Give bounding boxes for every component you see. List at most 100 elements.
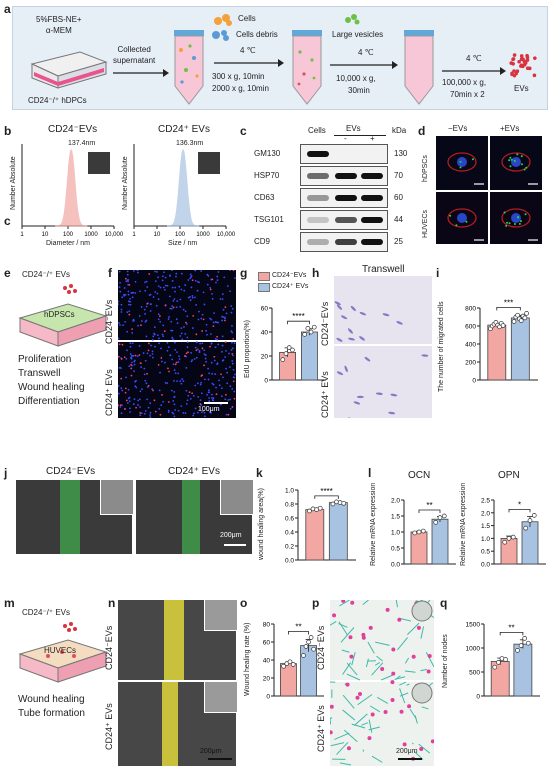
spin-3: 10,000 x g,	[336, 74, 376, 83]
nucleus-dot	[139, 414, 142, 417]
edu-dot	[152, 389, 154, 392]
nucleus-dot	[185, 389, 188, 392]
nucleus-dot	[149, 310, 152, 312]
nucleus-dot	[206, 394, 208, 396]
significance-label: ****	[292, 312, 304, 321]
y-tick-label: 0	[264, 378, 268, 385]
nucleus-dot	[167, 409, 170, 412]
nucleus-dot	[124, 321, 127, 323]
y-tick-label: 2.5	[481, 498, 490, 505]
cells-source-label: CD24⁻/⁺ hDPCs	[28, 96, 87, 105]
nucleus-dot	[180, 272, 183, 275]
legend-debris: Cells debris	[236, 30, 278, 39]
nucleus-dot	[122, 324, 124, 327]
edu-dot	[195, 349, 198, 352]
nucleus-dot	[173, 379, 175, 382]
tube-segment	[380, 674, 393, 681]
data-point	[420, 528, 426, 534]
data-point	[496, 660, 501, 665]
drop-icon-2	[63, 622, 77, 632]
nucleus-dot	[200, 392, 203, 395]
spin-2: 2000 x g, 10min	[212, 84, 269, 93]
tube-segment	[421, 706, 429, 710]
significance-label: *	[518, 500, 521, 509]
d-row1: hDPSCs	[422, 155, 429, 182]
nucleus-dot	[155, 304, 158, 307]
nucleus-dot	[171, 336, 173, 339]
nucleus-dot	[173, 403, 176, 406]
nucleus-dot	[195, 356, 198, 359]
edu-dot	[232, 337, 235, 340]
nucleus-dot	[134, 385, 137, 388]
nucleus-dot	[190, 351, 193, 354]
nucleus-dot	[229, 270, 231, 272]
tube-segment	[399, 692, 409, 697]
ev-signal	[455, 224, 458, 227]
tube-segment	[409, 708, 417, 720]
edu-dot	[164, 304, 167, 306]
significance-bracket	[496, 307, 521, 311]
node	[416, 625, 421, 630]
node	[397, 617, 402, 622]
edu-dot	[227, 413, 230, 416]
nucleus-dot	[198, 349, 201, 352]
nucleus-dot	[215, 281, 217, 284]
nucleus-dot	[120, 303, 123, 306]
nucleus-dot	[118, 392, 120, 395]
inset-circle	[411, 682, 433, 704]
data-point	[311, 324, 317, 330]
l-ocn-title: OCN	[408, 470, 431, 481]
ev-signal	[525, 166, 528, 169]
temp-3: 4 ℃	[466, 54, 482, 63]
nucleus-dot	[167, 318, 170, 320]
nucleus-dot	[221, 344, 224, 347]
nucleus-dot	[141, 388, 143, 391]
data-point	[523, 525, 529, 531]
edu-dot	[159, 413, 162, 416]
y-tick-label: 60	[263, 640, 271, 647]
ev-dot	[519, 64, 523, 68]
k-bar-chart: 0.0 0.2 0.4 0.6 0.8 1.0 ****	[285, 487, 356, 565]
node	[349, 654, 354, 659]
nucleus-dot	[132, 354, 135, 357]
nucleus-dot	[129, 297, 131, 300]
nucleus-dot	[156, 292, 159, 295]
edu-dot	[131, 328, 133, 331]
nucleus-dot	[129, 303, 132, 306]
nucleus-dot	[177, 372, 180, 375]
significance-label: **	[426, 501, 432, 510]
nucleus-dot	[139, 390, 142, 393]
data-point	[506, 536, 512, 541]
y-tick-label: 0.4	[285, 530, 294, 537]
l-ylabel-ocn: Relative mRNA expression	[370, 482, 377, 566]
data-point	[412, 530, 418, 536]
nucleus-dot	[210, 333, 212, 335]
nucleus-dot	[203, 349, 206, 352]
edu-dot	[120, 377, 123, 380]
data-point	[500, 323, 506, 328]
nucleus-dot	[164, 276, 167, 279]
data-point	[433, 520, 439, 525]
b-xlabel-neg: Diameter / nm	[46, 240, 90, 247]
nucleus-dot	[211, 292, 213, 295]
x-tick-label: 1000	[196, 232, 210, 238]
h-image-neg	[334, 276, 432, 344]
nucleus-dot	[231, 362, 234, 365]
o-bar-chart: 0 20 40 60 80 **	[263, 622, 324, 701]
nucleus-dot	[135, 386, 138, 389]
nucleus-dot	[229, 366, 231, 368]
temp-2: 4 ℃	[358, 48, 374, 57]
significance-bracket	[499, 632, 524, 636]
edu-dot	[158, 315, 161, 317]
migrated-cell	[340, 315, 348, 320]
nucleus-dot	[207, 274, 210, 277]
p-row2: CD24⁺ EVs	[316, 705, 326, 752]
nucleus-dot	[144, 410, 147, 412]
tube-segment	[361, 722, 369, 726]
panel-letter-d: d	[418, 124, 426, 138]
e-item-2: Transwell	[18, 368, 61, 379]
node	[332, 613, 337, 618]
panel-letter-q: q	[440, 596, 448, 610]
g-legend-neg: CD24⁻EVs	[272, 272, 307, 279]
edu-dot	[233, 397, 236, 400]
